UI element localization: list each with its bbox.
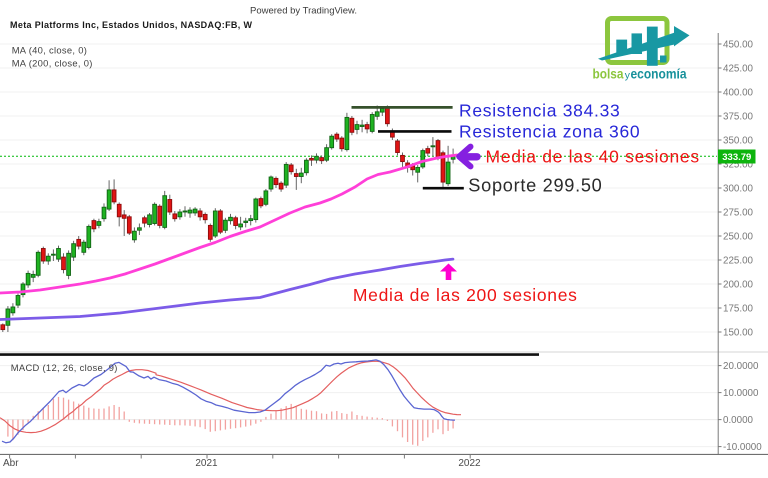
svg-text:375.00: 375.00 xyxy=(723,112,754,123)
svg-text:2021: 2021 xyxy=(195,458,218,469)
svg-text:225.00: 225.00 xyxy=(723,256,754,267)
svg-text:MA (200, close, 0): MA (200, close, 0) xyxy=(12,58,93,69)
svg-text:250.00: 250.00 xyxy=(723,232,754,243)
svg-text:-10.0000: -10.0000 xyxy=(723,442,762,453)
svg-text:175.00: 175.00 xyxy=(723,304,754,315)
svg-text:Resistencia 384.33: Resistencia 384.33 xyxy=(459,100,620,120)
svg-text:200.00: 200.00 xyxy=(723,280,754,291)
svg-text:300.00: 300.00 xyxy=(723,184,754,195)
svg-text:333.79: 333.79 xyxy=(722,152,751,163)
svg-text:0.0000: 0.0000 xyxy=(723,415,754,426)
svg-text:MA (40, close, 0): MA (40, close, 0) xyxy=(12,45,87,56)
svg-text:350.00: 350.00 xyxy=(723,136,754,147)
svg-text:20.0000: 20.0000 xyxy=(723,361,759,372)
svg-text:275.00: 275.00 xyxy=(723,208,754,219)
svg-text:Abr: Abr xyxy=(3,458,19,469)
svg-text:Media de las 40 sesiones: Media de las 40 sesiones xyxy=(486,147,700,167)
svg-text:425.00: 425.00 xyxy=(723,64,754,75)
svg-text:10.0000: 10.0000 xyxy=(723,388,759,399)
svg-text:bolsa: bolsa xyxy=(593,65,624,81)
svg-text:economía: economía xyxy=(631,65,687,81)
svg-text:150.00: 150.00 xyxy=(723,328,754,339)
svg-text:y: y xyxy=(625,69,631,81)
svg-text:400.00: 400.00 xyxy=(723,88,754,99)
svg-text:325.00: 325.00 xyxy=(723,160,754,171)
svg-text:2022: 2022 xyxy=(458,458,481,469)
svg-text:Soporte 299.50: Soporte 299.50 xyxy=(468,176,602,196)
svg-text:450.00: 450.00 xyxy=(723,40,754,51)
svg-text:Meta Platforms Inc, Estados Un: Meta Platforms Inc, Estados Unidos, NASD… xyxy=(10,20,252,30)
svg-text:Powered by TradingView.: Powered by TradingView. xyxy=(250,5,357,16)
svg-text:MACD (12, 26, close, 9): MACD (12, 26, close, 9) xyxy=(11,362,118,373)
svg-text:Resistencia zona 360: Resistencia zona 360 xyxy=(459,121,640,141)
svg-text:Media de las 200 sesiones: Media de las 200 sesiones xyxy=(353,285,578,305)
